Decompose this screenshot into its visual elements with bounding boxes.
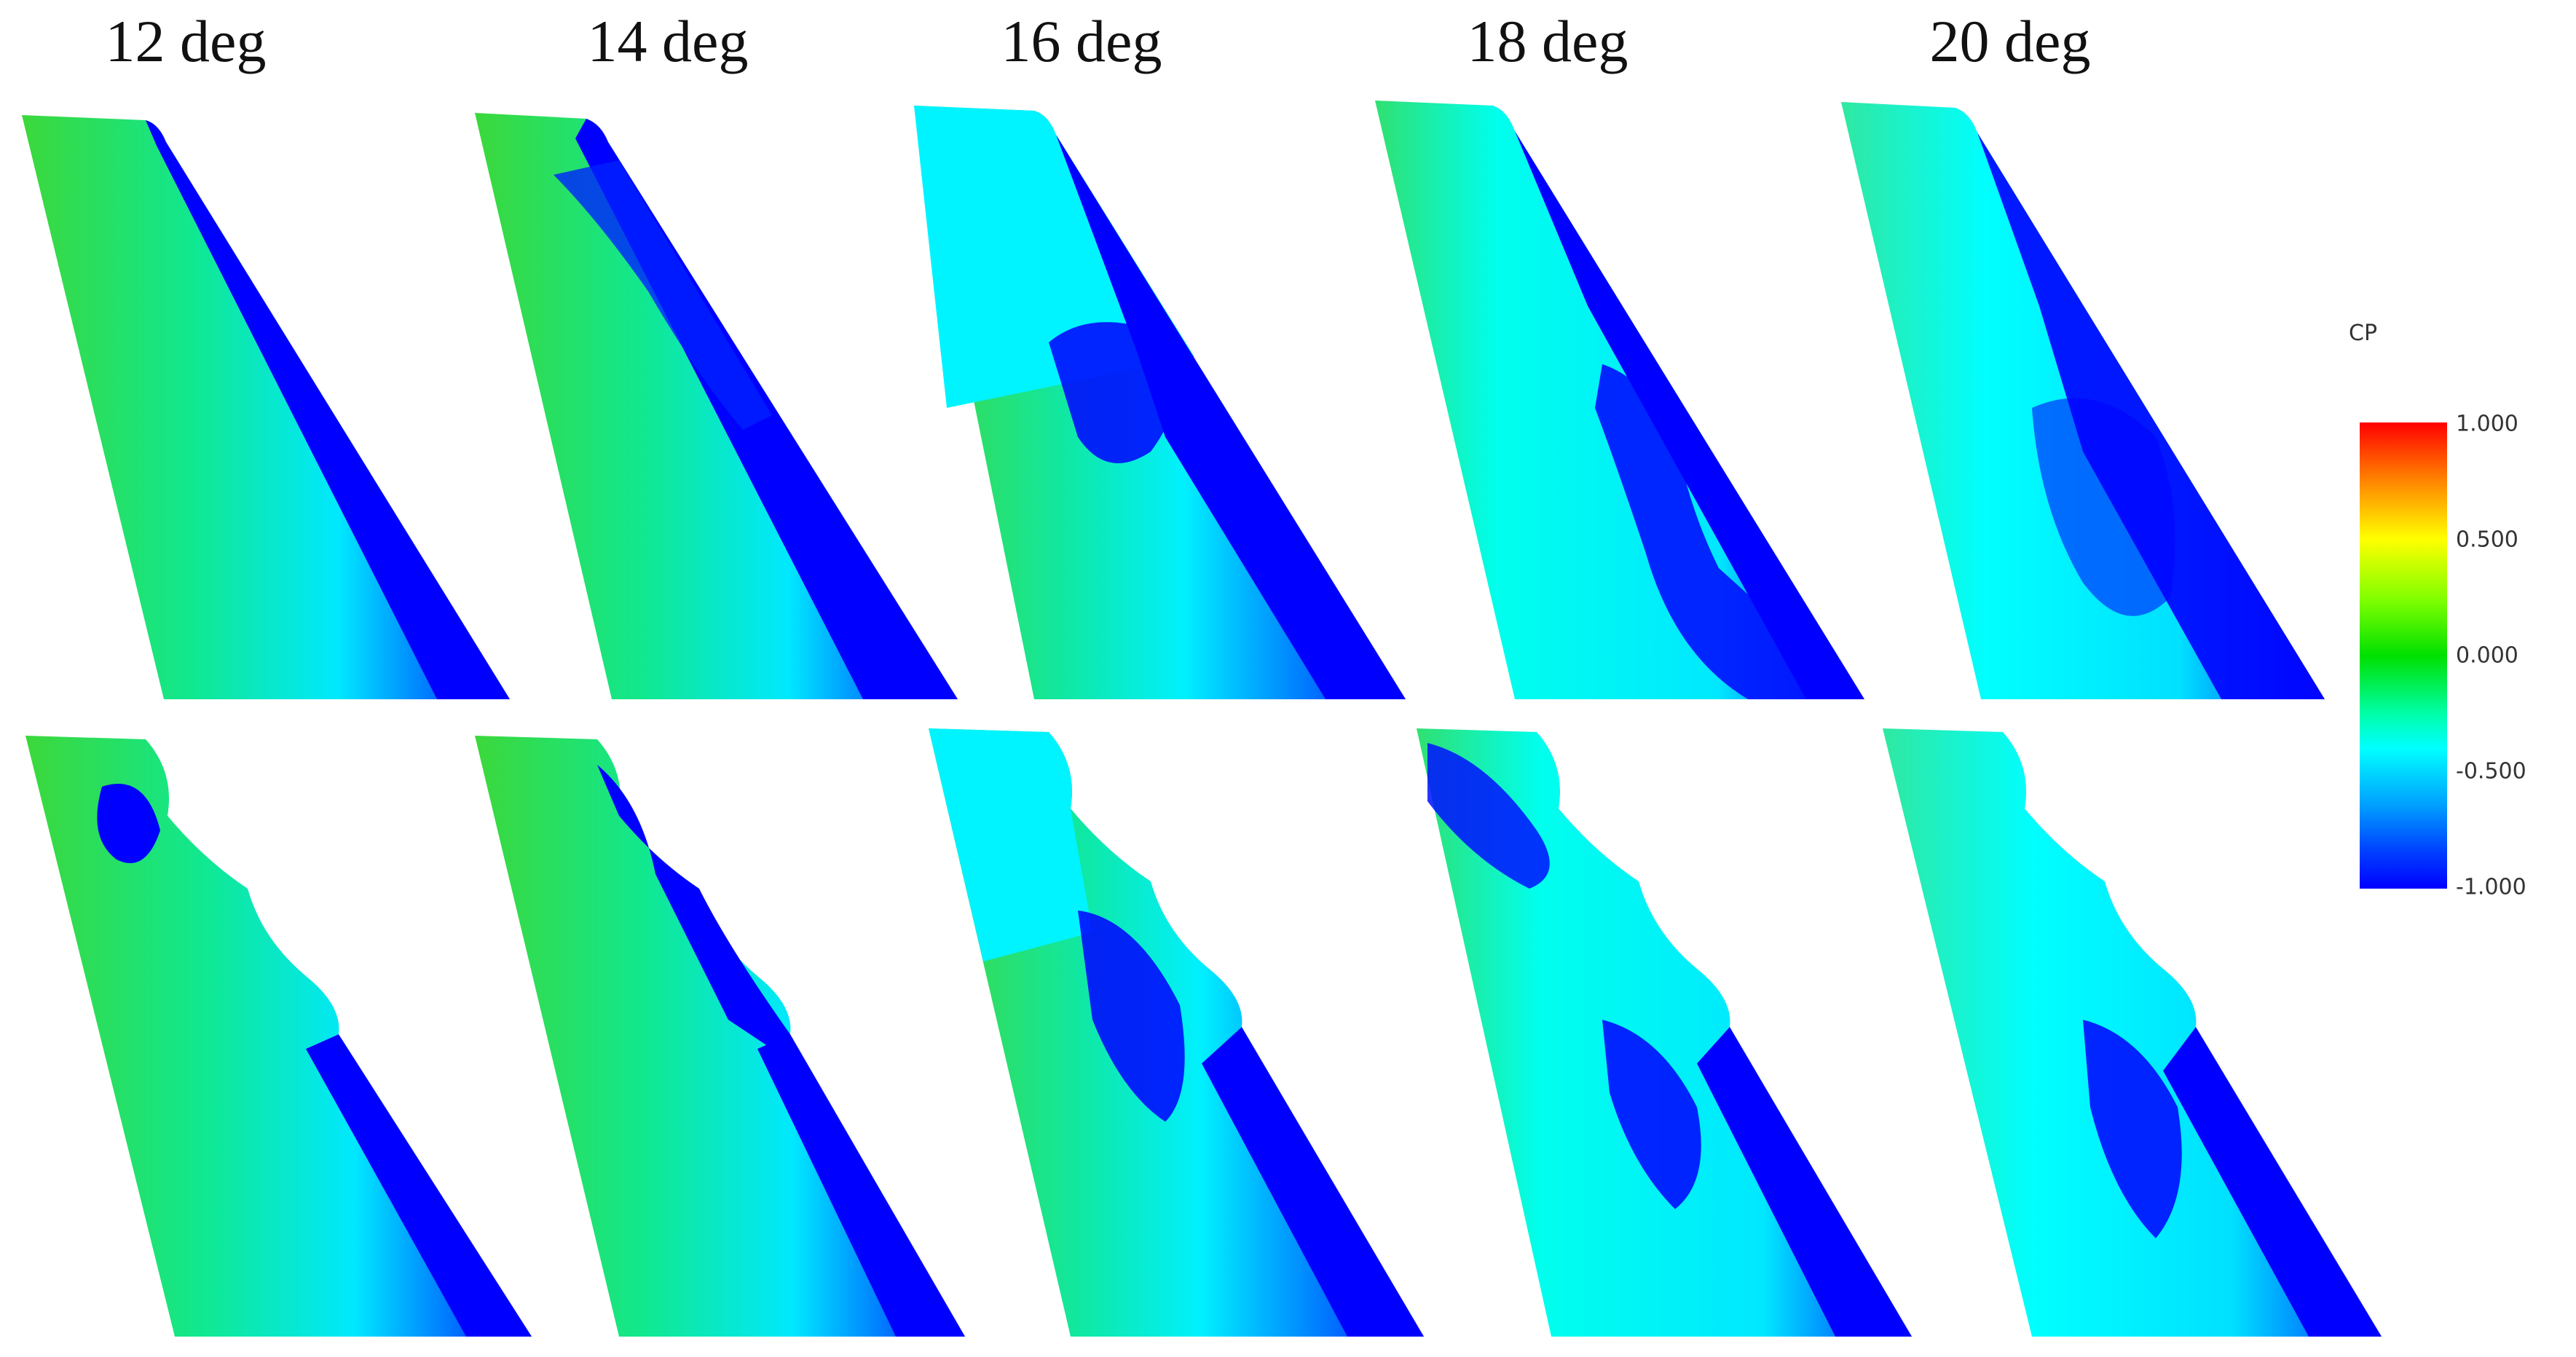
colorbar-tick-neg-0-5: -0.500 (2456, 758, 2526, 784)
panel-row1-12-deg (22, 115, 510, 699)
column-title-18-deg: 18 deg (1467, 8, 1628, 74)
panel-row2-12-deg (25, 736, 532, 1337)
panel-row1-18-deg (1375, 101, 1864, 699)
panel-row1-20-deg (1841, 102, 2325, 699)
panel-row2-16-deg (929, 728, 1424, 1337)
colorbar-tick-0-5: 0.500 (2456, 527, 2518, 553)
colorbar (2360, 422, 2447, 889)
panel-row2-14-deg (475, 736, 965, 1337)
column-title-14-deg: 14 deg (587, 8, 749, 74)
column-title-12-deg: 12 deg (105, 8, 267, 74)
column-title-16-deg: 16 deg (1001, 8, 1162, 74)
colorbar-tick-1: 1.000 (2456, 411, 2518, 437)
panel-row2-20-deg (1883, 728, 2382, 1337)
panel-row1-14-deg (475, 113, 958, 699)
panel-row2-18-deg (1417, 728, 1912, 1337)
colorbar-tick-neg-1: -1.000 (2456, 874, 2526, 900)
panel-row1-16-deg (914, 106, 1406, 699)
column-title-20-deg: 20 deg (1929, 8, 2091, 74)
colorbar-tick-0: 0.000 (2456, 642, 2518, 669)
colorbar-title: CP (2349, 320, 2378, 346)
